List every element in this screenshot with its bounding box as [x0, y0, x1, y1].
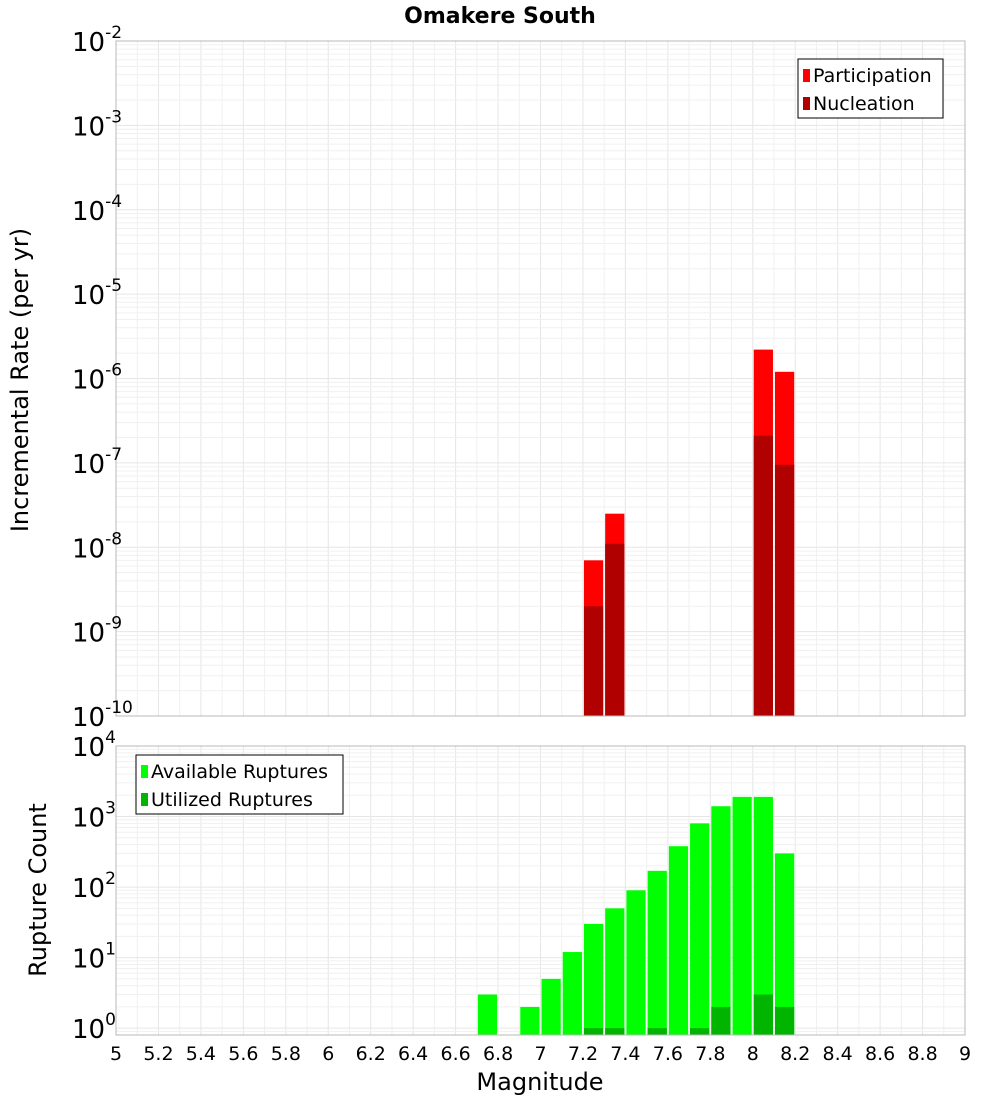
count-legend: Available Ruptures Utilized Ruptures	[135, 754, 344, 815]
legend-swatch	[803, 97, 810, 110]
count-bar-primary	[626, 890, 646, 1035]
rate-bar-secondary	[583, 606, 604, 716]
x-tick-label: 7.8	[695, 1043, 725, 1065]
count-bar-primary	[562, 952, 582, 1035]
count-bar-secondary	[774, 1006, 795, 1035]
chart-title: Omakere South	[404, 4, 596, 29]
x-tick-label: 5	[110, 1043, 122, 1065]
x-tick-label: 7.2	[568, 1043, 598, 1065]
legend-label: Available Ruptures	[151, 761, 328, 783]
count-bar-primary	[732, 796, 752, 1035]
rate-y-axis-title: Incremental Rate (per yr)	[6, 228, 34, 532]
y-tick-label: 10-2	[72, 23, 122, 58]
count-bar-secondary	[753, 994, 773, 1035]
y-tick-label: 10-8	[72, 529, 122, 564]
rate-bar-secondary	[605, 543, 625, 716]
x-tick-label: 8.6	[865, 1043, 895, 1065]
x-tick-label: 7.4	[610, 1043, 640, 1065]
count-bar-primary	[690, 823, 710, 1035]
legend-swatch	[803, 69, 810, 82]
count-bar-primary	[583, 923, 604, 1035]
legend-swatch	[141, 793, 148, 806]
rate-legend: Participation Nucleation	[797, 58, 944, 119]
y-tick-label: 10-9	[72, 614, 122, 649]
rate-panel-grid	[116, 41, 965, 716]
count-panel: 100 101 102 103 104 Rupture Count Available …	[24, 728, 971, 1096]
count-bar-primary	[774, 853, 795, 1035]
count-panel-y-ticks: 100 101 102 103 104	[72, 728, 116, 1045]
x-tick-label: 8.8	[907, 1043, 937, 1065]
rate-panel: 10-10 10-9 10-8 10-7 10-6 10-5 10-4 10-3 10-2 In…	[6, 23, 966, 733]
y-tick-label: 102	[72, 869, 116, 904]
legend-label: Nucleation	[813, 93, 915, 115]
y-tick-label: 10-7	[72, 445, 122, 480]
x-tick-label: 5.2	[143, 1043, 173, 1065]
x-tick-label: 6.8	[483, 1043, 513, 1065]
x-tick-label: 6.4	[398, 1043, 428, 1065]
legend-swatch	[141, 765, 148, 778]
count-y-axis-title: Rupture Count	[24, 803, 52, 977]
legend-label: Utilized Ruptures	[151, 789, 313, 811]
rate-bar-secondary	[774, 464, 795, 716]
x-tick-label: 6	[322, 1043, 334, 1065]
x-tick-label: 8	[747, 1043, 759, 1065]
count-bar-secondary	[647, 1028, 667, 1035]
x-tick-label: 5.8	[271, 1043, 301, 1065]
x-tick-label: 6.2	[356, 1043, 386, 1065]
count-bar-secondary	[690, 1028, 710, 1035]
count-bar-primary	[753, 796, 773, 1035]
x-tick-label: 8.4	[823, 1043, 853, 1065]
y-tick-label: 100	[72, 1010, 116, 1045]
count-bar-secondary	[583, 1028, 604, 1035]
x-tick-label: 7	[534, 1043, 546, 1065]
y-tick-label: 103	[72, 799, 116, 834]
x-tick-label: 6.6	[440, 1043, 470, 1065]
count-panel-bars	[477, 796, 795, 1035]
count-bar-primary	[520, 1006, 540, 1035]
y-tick-label: 104	[72, 728, 116, 763]
rate-bar-secondary	[753, 435, 773, 716]
magnitude-x-ticks: 5 5.2 5.4 5.6 5.8 6 6.2 6.4 6.6 6.8 7 7.2 7.4 7.6 7.8 8…	[110, 1043, 971, 1065]
count-panel-grid	[116, 746, 965, 1035]
count-bar-secondary	[605, 1028, 625, 1035]
y-tick-label: 10-5	[72, 276, 122, 311]
count-bar-primary	[605, 908, 625, 1035]
rate-panel-frame	[115, 40, 966, 717]
count-bar-primary	[711, 806, 731, 1035]
legend-label: Participation	[813, 65, 932, 87]
count-bar-primary	[668, 846, 689, 1035]
x-tick-label: 7.6	[653, 1043, 683, 1065]
rate-panel-bars	[583, 349, 795, 716]
rate-panel-y-ticks: 10-10 10-9 10-8 10-7 10-6 10-5 10-4 10-3 10-2	[72, 23, 133, 733]
count-bar-secondary	[711, 1006, 731, 1035]
legend-box	[135, 754, 344, 815]
legend-box	[797, 58, 944, 119]
x-tick-label: 8.2	[780, 1043, 810, 1065]
count-bar-primary	[541, 978, 561, 1035]
y-tick-label: 10-3	[72, 107, 122, 142]
y-tick-label: 101	[72, 940, 116, 975]
y-tick-label: 10-4	[72, 192, 122, 227]
count-bar-primary	[477, 994, 498, 1035]
y-tick-label: 10-10	[72, 698, 133, 733]
count-panel-frame	[115, 745, 966, 1036]
magnitude-x-axis-title: Magnitude	[476, 1068, 603, 1096]
y-tick-label: 10-6	[72, 361, 122, 396]
x-tick-label: 5.4	[186, 1043, 216, 1065]
count-bar-primary	[647, 870, 667, 1035]
x-tick-label: 9	[959, 1043, 971, 1065]
x-tick-label: 5.6	[228, 1043, 258, 1065]
